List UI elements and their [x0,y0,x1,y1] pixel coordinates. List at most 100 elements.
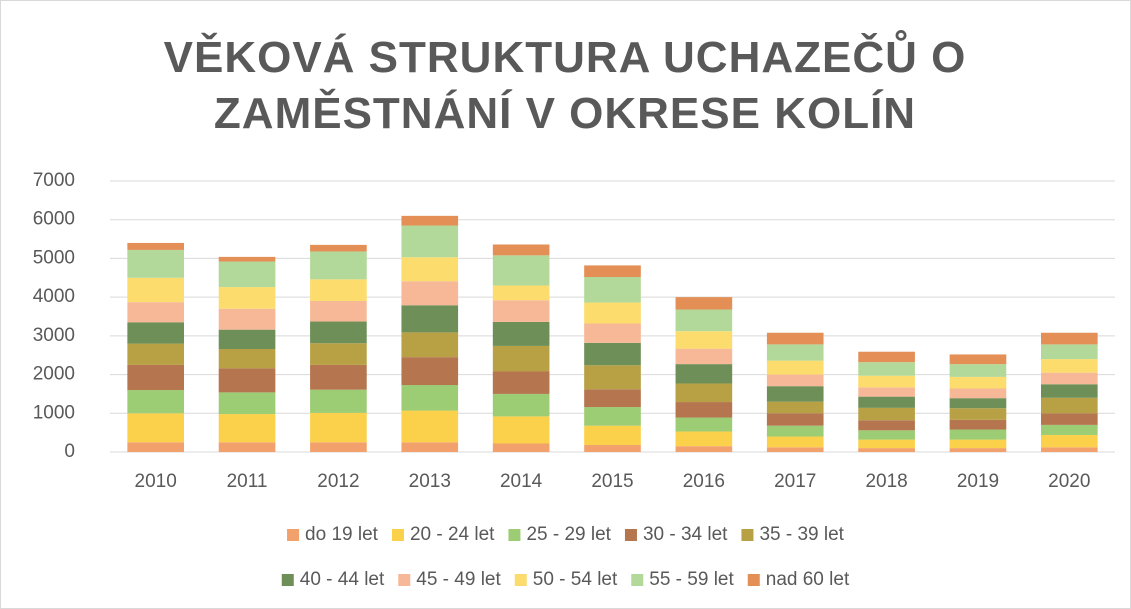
bar-segment [401,357,459,386]
bar-segment [218,256,276,262]
bar-segment [584,302,641,324]
legend-label: 30 - 34 let [643,524,728,545]
x-tick-label: 2014 [500,471,543,492]
bar-segment [1040,332,1098,345]
bar-segment [949,448,1007,452]
bar-segment [675,402,733,418]
bar-segment [766,374,824,387]
bar-segment [492,321,550,346]
legend-label: 20 - 24 let [410,524,495,545]
bar-segment [218,261,276,288]
bar-segment [401,225,459,258]
bar-segment [1040,424,1098,435]
bar-segment [584,425,641,446]
bar-segment [584,323,641,343]
bar-segment [310,364,367,390]
x-tick-label: 2016 [683,471,725,492]
bar-segment [127,249,185,278]
y-tick-label: 0 [64,441,75,462]
bar-segment [949,364,1007,377]
bar-segment [858,448,915,452]
bar-segment [492,393,550,417]
bar-segment [584,407,641,426]
bar-segment [1040,397,1098,414]
legend-label: do 19 let [305,524,379,545]
bar-segment [218,329,276,350]
legend-swatch [747,574,760,586]
bar-segment [218,414,276,443]
bar-segment [127,277,185,303]
bar-segment [584,445,641,452]
legend-swatch [287,529,300,541]
bar-segment [766,386,824,402]
bar-segment [401,410,459,443]
bar-segment [584,265,641,278]
bar-segment [310,244,367,252]
bar-segment [858,387,915,397]
legend-label: nad 60 let [766,569,850,590]
bar-segment [218,392,276,415]
x-tick-label: 2011 [227,471,268,492]
x-tick-label: 2019 [957,471,999,492]
legend-label: 25 - 29 let [526,524,611,545]
bar-segment [218,442,276,452]
bar-segment [675,431,733,447]
bar-segment [858,375,915,388]
y-tick-label: 1000 [33,402,75,423]
bar-segment [127,302,185,323]
legend-swatch [741,529,754,541]
bar-segment [401,442,459,452]
bar-segment [766,447,824,452]
legend-label: 35 - 39 let [759,524,844,545]
bar-segment [766,413,824,426]
legend-swatch [398,574,411,586]
x-tick-label: 2015 [591,471,633,492]
bar-segment [858,420,915,431]
bar-segment [218,308,276,330]
bar-segment [949,388,1007,399]
bar-segment [401,215,459,226]
x-tick-label: 2018 [865,471,907,492]
legend-label: 55 - 59 let [649,569,734,590]
bar-segment [584,389,641,408]
bar-segment [492,371,550,394]
legend-swatch [281,574,294,586]
bar-segment [310,389,367,413]
bar-segment [858,351,915,363]
bar-segment [584,277,641,303]
bar-segment [401,257,459,282]
bar-segment [127,413,185,443]
bar-segment [1040,372,1098,385]
bar-segment [310,279,367,302]
bar-segment [1040,344,1098,360]
bar-segment [127,322,185,344]
bar-segment [766,436,824,448]
bar-segment [858,439,915,449]
bar-segment [492,345,550,372]
bar-segment [127,242,185,250]
bar-segment [492,285,550,301]
bar-segment [310,321,367,344]
y-tick-label: 6000 [33,209,75,230]
bar-segment [127,364,185,391]
bar-segment [127,442,185,452]
bar-segment [310,301,367,322]
bar-segment [675,446,733,452]
bar-segment [766,360,824,375]
bar-segment [127,343,185,365]
bar-segment [858,362,915,376]
bar-segment [858,396,915,408]
bar-segment [492,244,550,256]
y-tick-label: 3000 [33,325,75,346]
bar-segment [1040,413,1098,425]
bar-segment [949,429,1007,440]
bar-segment [310,442,367,452]
bar-segment [584,342,641,366]
bar-segment [1040,447,1098,452]
legend-label: 40 - 44 let [300,569,385,590]
x-tick-label: 2010 [135,471,177,492]
legend-swatch [624,529,637,541]
bar-segment [949,439,1007,449]
